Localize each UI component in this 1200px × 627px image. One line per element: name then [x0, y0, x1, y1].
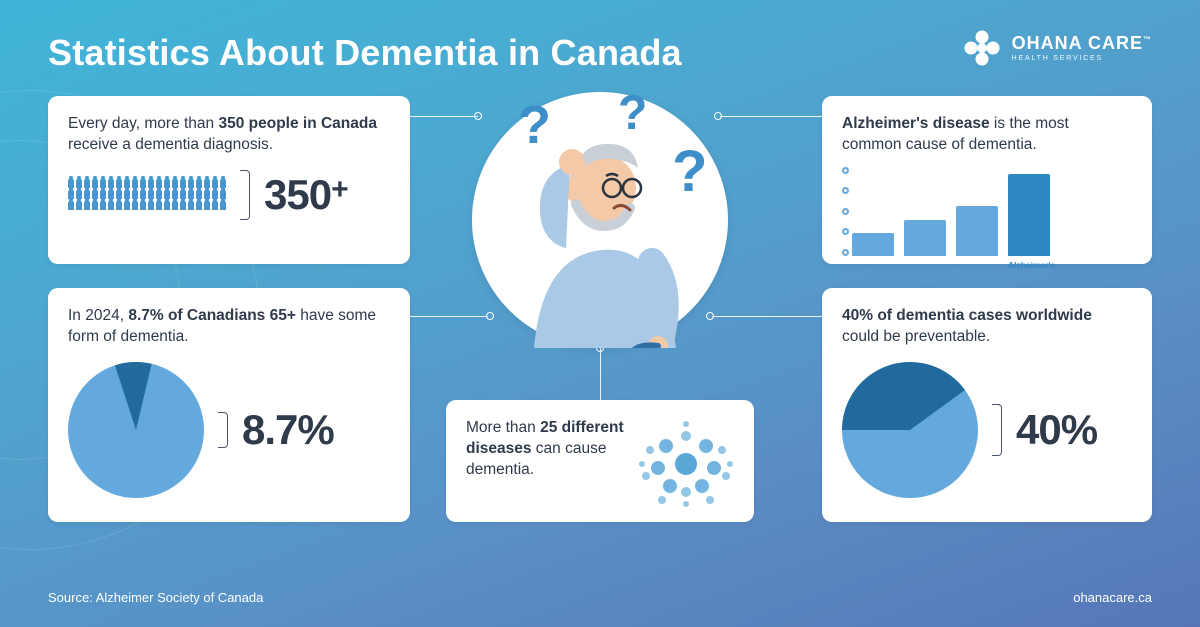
card-text: More than 25 different diseases can caus…	[466, 418, 636, 481]
bar-chart: Alzheimer's	[842, 168, 1132, 256]
stat-card-alzheimers: Alzheimer's disease is the most common c…	[822, 96, 1152, 264]
stat-value: 40%	[1016, 406, 1097, 454]
stat-card-diagnoses: Every day, more than 350 people in Canad…	[48, 96, 410, 264]
connector-1	[410, 116, 478, 117]
footer: Source: Alzheimer Society of Canada ohan…	[48, 590, 1152, 605]
virus-cluster-icon	[636, 424, 736, 504]
question-mark-icon: ?	[672, 138, 707, 205]
logo-mark-icon	[962, 28, 1002, 68]
card-text: Alzheimer's disease is the most common c…	[842, 114, 1132, 156]
pie-chart	[842, 362, 978, 498]
stat-value: 350+	[264, 171, 348, 219]
brand-logo: OHANA CARE™ HEALTH SERVICES	[962, 28, 1152, 68]
brand-subtitle: HEALTH SERVICES	[1012, 55, 1152, 62]
site-label: ohanacare.ca	[1073, 590, 1152, 605]
connector-3	[720, 116, 822, 117]
pictogram: 350+	[68, 170, 390, 220]
source-label: Source: Alzheimer Society of Canada	[48, 590, 263, 605]
question-mark-icon: ?	[518, 94, 551, 156]
pie-chart	[68, 362, 204, 498]
connector-5	[600, 348, 601, 400]
page-title: Statistics About Dementia in Canada	[48, 32, 682, 74]
bracket-icon	[992, 404, 1002, 456]
stat-value: 8.7%	[242, 406, 334, 454]
card-text: Every day, more than 350 people in Canad…	[68, 114, 390, 156]
bracket-icon	[240, 170, 250, 220]
stat-card-prevalence: In 2024, 8.7% of Canadians 65+ have some…	[48, 288, 410, 522]
bracket-icon	[218, 412, 228, 448]
card-text: In 2024, 8.7% of Canadians 65+ have some…	[68, 306, 390, 348]
stat-card-diseases: More than 25 different diseases can caus…	[446, 400, 754, 522]
hero-illustration: ? ? ?	[472, 92, 728, 348]
card-text: 40% of dementia cases worldwide could be…	[842, 306, 1132, 348]
connector-4	[712, 316, 822, 317]
stat-card-preventable: 40% of dementia cases worldwide could be…	[822, 288, 1152, 522]
brand-name: OHANA CARE™	[1012, 34, 1152, 52]
question-mark-icon: ?	[618, 86, 647, 141]
